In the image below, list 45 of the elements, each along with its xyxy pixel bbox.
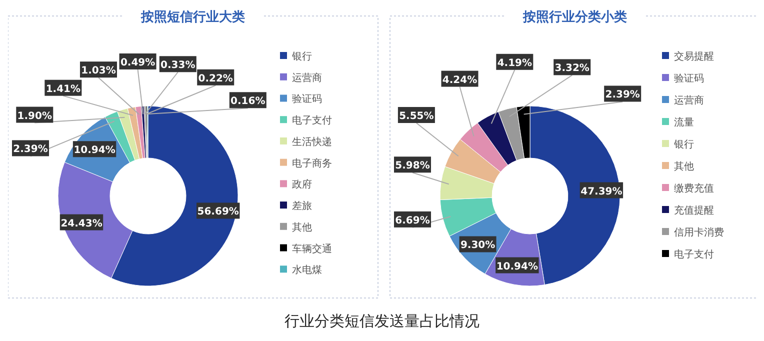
legend-label: 流量 [674,116,694,128]
data-label: 2.39% [13,144,48,156]
data-label: 9.30% [460,240,496,252]
data-label: 6.69% [395,215,430,226]
data-label: 1.03% [81,66,116,77]
data-label: 0.49% [120,57,156,68]
data-label: 56.69% [197,206,239,218]
legend-label: 交易提醒 [674,50,714,62]
legend-label: 充值提醒 [674,204,714,216]
data-label: 24.43% [60,218,102,230]
data-label: 10.94% [74,145,116,156]
legend-label: 银行 [673,140,694,150]
data-label: 4.19% [497,58,532,69]
legend-label: 电子支付 [292,114,332,127]
chart-title: 按照行业分类小类 [522,9,627,25]
legend-label: 车辆交通 [292,242,332,255]
data-label: 0.16% [230,96,266,108]
legend-label: 差旅 [292,200,312,212]
legend-label: 政府 [292,178,312,191]
legend-label: 验证码 [674,72,704,84]
data-label: 5.55% [399,111,434,122]
legend-label: 运营商 [674,94,704,106]
data-label: 1.90% [17,110,52,122]
data-label: 5.98% [395,160,430,172]
legend-label: 验证码 [292,93,322,106]
legend-label: 水电煤 [292,264,322,276]
data-label: 47.39% [580,186,622,198]
data-label: 0.33% [160,60,196,72]
data-label: 4.24% [442,74,478,86]
legend-label: 生活快递 [292,136,332,148]
legend-label: 银行 [291,52,312,62]
data-label: 0.22% [198,73,233,84]
legend-label: 电子商务 [292,157,332,170]
data-label: 3.32% [554,63,590,74]
legend-label: 缴费充值 [674,182,714,194]
text: 行业分类短信发送量占比情况 [284,312,480,330]
chart-title: 按照短信行业大类 [140,9,245,25]
legend-label: 运营商 [292,72,322,84]
data-label: 2.39% [605,90,640,101]
legend-label: 电子支付 [674,248,714,260]
legend-label: 其他 [674,160,694,172]
data-label: 10.94% [496,261,538,272]
legend-label: 其他 [292,221,312,234]
data-label: 1.41% [46,84,81,95]
legend-label: 信用卡消费 [674,226,724,238]
